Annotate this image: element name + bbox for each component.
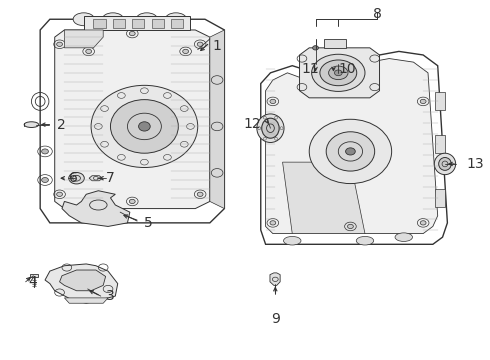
Ellipse shape: [86, 49, 92, 54]
Polygon shape: [270, 273, 280, 285]
Polygon shape: [62, 191, 130, 226]
Ellipse shape: [270, 221, 276, 225]
Bar: [171, 19, 183, 28]
Ellipse shape: [320, 60, 357, 86]
Ellipse shape: [312, 54, 365, 91]
Ellipse shape: [356, 237, 374, 245]
Ellipse shape: [262, 118, 279, 138]
Polygon shape: [266, 59, 438, 234]
Ellipse shape: [335, 70, 342, 76]
Ellipse shape: [69, 172, 84, 184]
Bar: [29, 274, 38, 277]
Ellipse shape: [420, 99, 426, 104]
Ellipse shape: [129, 199, 135, 203]
Bar: [435, 135, 445, 153]
Ellipse shape: [136, 13, 157, 26]
Ellipse shape: [284, 237, 301, 245]
Text: 4: 4: [28, 275, 37, 289]
Polygon shape: [261, 51, 447, 244]
Bar: [152, 19, 164, 28]
FancyBboxPatch shape: [84, 16, 191, 30]
Text: 13: 13: [467, 157, 485, 171]
Ellipse shape: [183, 49, 189, 54]
Bar: [435, 189, 445, 207]
Text: 11: 11: [301, 62, 319, 76]
Ellipse shape: [42, 149, 49, 154]
Ellipse shape: [165, 13, 187, 26]
Polygon shape: [89, 176, 102, 181]
Ellipse shape: [347, 71, 353, 75]
Ellipse shape: [110, 100, 178, 153]
Ellipse shape: [309, 119, 392, 184]
Ellipse shape: [197, 192, 203, 197]
Ellipse shape: [313, 46, 318, 50]
Bar: [132, 19, 145, 28]
Bar: [113, 19, 125, 28]
Text: 8: 8: [373, 7, 382, 21]
Ellipse shape: [434, 153, 456, 175]
Ellipse shape: [270, 99, 276, 104]
Bar: [324, 39, 345, 48]
Ellipse shape: [57, 42, 62, 46]
Ellipse shape: [57, 192, 62, 197]
Polygon shape: [40, 19, 224, 223]
Ellipse shape: [439, 157, 451, 170]
Polygon shape: [283, 162, 365, 234]
Ellipse shape: [73, 13, 95, 26]
Polygon shape: [64, 298, 108, 303]
Text: 12: 12: [243, 117, 261, 131]
Text: 9: 9: [271, 312, 280, 326]
Polygon shape: [55, 30, 210, 208]
Ellipse shape: [129, 31, 135, 36]
Ellipse shape: [345, 148, 355, 155]
Text: 6: 6: [69, 171, 78, 185]
Text: 7: 7: [106, 171, 114, 185]
Ellipse shape: [42, 177, 49, 183]
Text: 2: 2: [57, 118, 66, 132]
Ellipse shape: [197, 42, 203, 46]
Ellipse shape: [24, 122, 39, 127]
Ellipse shape: [329, 66, 348, 80]
Ellipse shape: [395, 233, 413, 242]
Polygon shape: [60, 270, 106, 291]
Ellipse shape: [420, 221, 426, 225]
Polygon shape: [64, 30, 103, 48]
Text: 3: 3: [106, 289, 114, 303]
Bar: [435, 93, 445, 111]
Ellipse shape: [91, 85, 198, 167]
Polygon shape: [210, 30, 224, 208]
Polygon shape: [45, 264, 118, 303]
Ellipse shape: [257, 114, 284, 143]
Text: 10: 10: [338, 62, 356, 76]
Polygon shape: [299, 48, 380, 98]
Text: 5: 5: [145, 216, 153, 230]
Ellipse shape: [326, 132, 375, 171]
Bar: [94, 19, 106, 28]
Ellipse shape: [347, 224, 353, 229]
Text: 1: 1: [212, 39, 221, 53]
Ellipse shape: [139, 122, 150, 131]
Ellipse shape: [102, 13, 123, 26]
